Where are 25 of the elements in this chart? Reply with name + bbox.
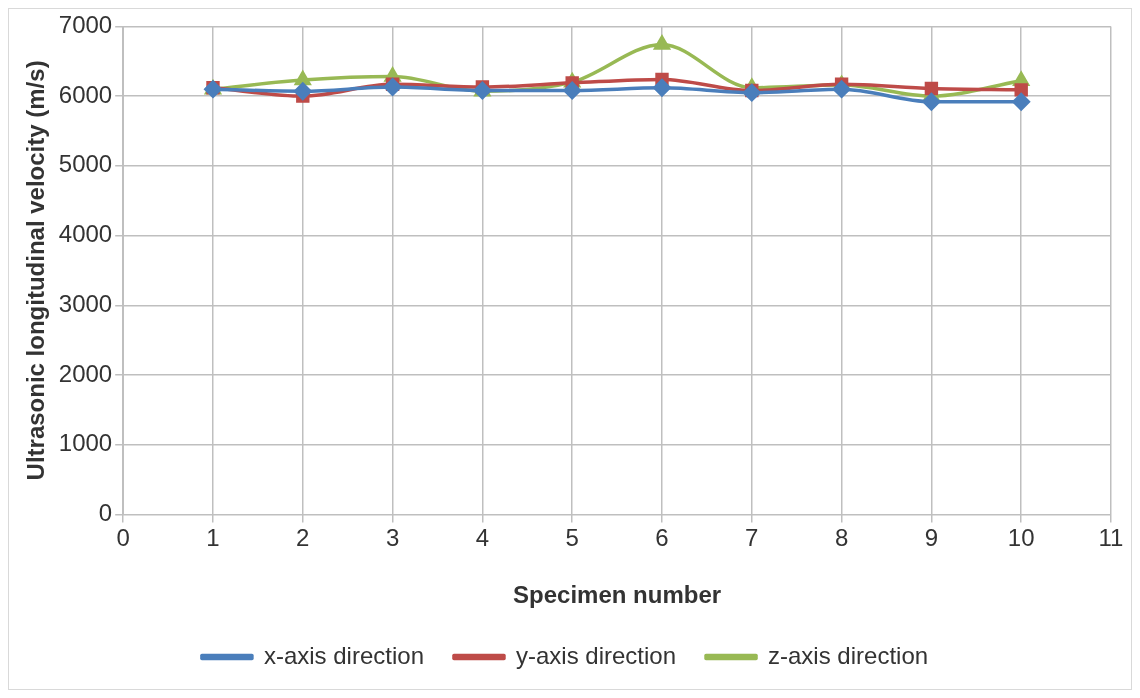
x-tick-label: 8 <box>834 524 849 552</box>
y-axis-title: Ultrasonic longitudinal velocity (m/s) <box>22 60 50 481</box>
y-tick-label: 4000 <box>58 220 113 248</box>
y-tick-label: 2000 <box>58 359 113 387</box>
legend-label: z-axis direction <box>768 641 929 669</box>
x-tick-label: 7 <box>745 524 759 552</box>
legend-label: y-axis direction <box>515 641 677 669</box>
x-tick-label: 11 <box>1098 524 1124 552</box>
y-tick-label: 7000 <box>58 11 113 39</box>
x-tick-label: 9 <box>924 524 939 552</box>
y-tick-label: 5000 <box>58 150 113 178</box>
x-axis-title: Specimen number <box>513 581 722 609</box>
x-tick-label: 4 <box>475 524 490 552</box>
y-tick-label: 0 <box>98 499 113 527</box>
x-tick-label: 1 <box>206 524 220 552</box>
x-tick-label: 5 <box>565 524 579 552</box>
x-tick-label: 0 <box>116 524 130 552</box>
y-tick-label: 1000 <box>58 429 113 457</box>
x-tick-label: 10 <box>1007 524 1035 552</box>
x-tick-label: 3 <box>385 524 400 552</box>
y-tick-label: 6000 <box>58 80 113 108</box>
x-tick-label: 2 <box>296 524 310 552</box>
x-tick-label: 6 <box>655 524 669 552</box>
legend-label: x-axis direction <box>263 641 424 669</box>
y-tick-label: 3000 <box>58 289 113 317</box>
